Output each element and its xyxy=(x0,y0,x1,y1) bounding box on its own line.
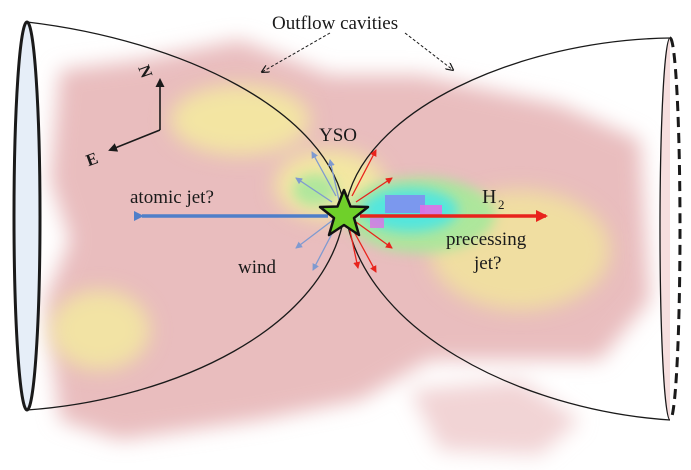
h2-label-subscript: 2 xyxy=(498,197,505,212)
yso-star-icon xyxy=(318,188,370,237)
h2-label-base: H xyxy=(482,186,496,208)
yso-label: YSO xyxy=(319,125,357,146)
precessing-label-line2: jet? xyxy=(473,253,501,274)
atomic-jet-label: atomic jet? xyxy=(130,187,214,208)
wind-arrows-red xyxy=(348,149,393,273)
right-cavity-cap-near xyxy=(659,37,671,421)
outflow-cavities-label: Outflow cavities xyxy=(272,13,398,34)
compass xyxy=(108,78,165,152)
outflow-cavities-pointers xyxy=(262,32,453,72)
east-arrow xyxy=(108,129,161,152)
h2-label: H 2 xyxy=(482,186,505,212)
precessing-label-line1: precessing xyxy=(446,229,527,250)
wind-label: wind xyxy=(238,257,277,278)
left-cavity-cap xyxy=(12,20,42,412)
left-outflow-cavity xyxy=(12,20,346,412)
emission-map xyxy=(45,40,650,455)
right-cavity-cap-far xyxy=(669,36,682,422)
emission-core xyxy=(370,195,442,228)
